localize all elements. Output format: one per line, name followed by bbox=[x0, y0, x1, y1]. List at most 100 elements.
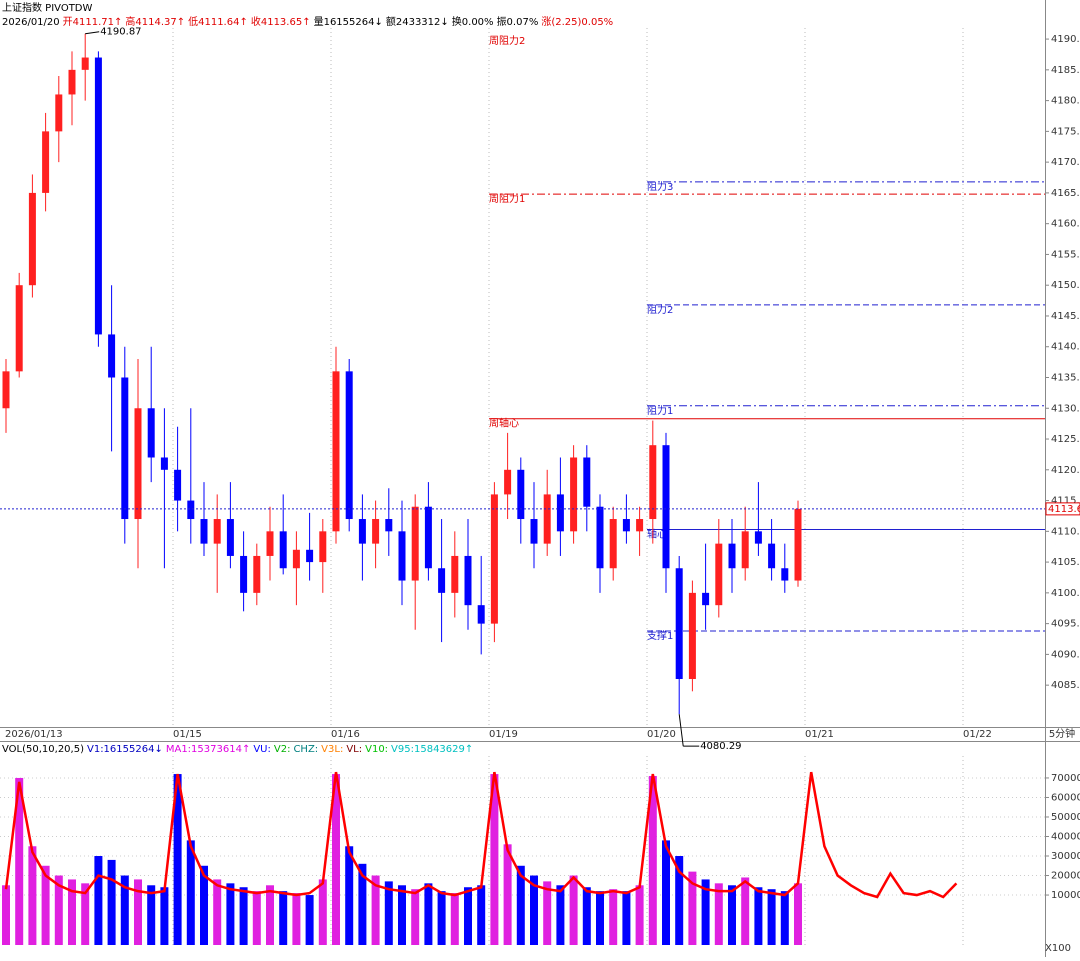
level-label: 支撑1 bbox=[647, 629, 673, 642]
volume-bar bbox=[411, 889, 420, 945]
candle-body bbox=[345, 371, 353, 520]
volume-bar bbox=[358, 863, 367, 945]
candle-body bbox=[583, 457, 591, 507]
level-label: 周阻力1 bbox=[489, 192, 525, 205]
info-item: MA1:15373614↑ bbox=[166, 744, 250, 755]
info-item: 开4111.71↑ bbox=[63, 17, 123, 28]
y-tick-label: 4135.0 bbox=[1051, 373, 1080, 384]
candle-body bbox=[622, 519, 630, 532]
info-item: 高4114.37↑ bbox=[125, 15, 185, 28]
candle-body bbox=[332, 371, 340, 532]
volume-bar bbox=[767, 889, 776, 945]
level-label: 阻力1 bbox=[647, 404, 673, 417]
volume-bar bbox=[213, 879, 222, 945]
volume-bar bbox=[675, 856, 684, 945]
info-item: VU: bbox=[253, 744, 271, 755]
info-item: 量16155264↓ bbox=[314, 16, 383, 28]
volume-bar bbox=[186, 840, 195, 945]
volume-bar bbox=[780, 891, 789, 945]
volume-bar bbox=[147, 885, 156, 945]
volume-bar bbox=[160, 887, 169, 945]
volume-bar bbox=[701, 879, 710, 945]
volume-bar bbox=[582, 887, 591, 945]
y-tick-label: 300000 bbox=[1051, 851, 1080, 862]
candle-body bbox=[662, 445, 670, 569]
volume-bar bbox=[173, 774, 182, 945]
candle-body bbox=[200, 519, 208, 544]
volume-bar bbox=[68, 879, 76, 945]
low-annotation: 4080.29 bbox=[700, 741, 741, 752]
candle-body bbox=[2, 371, 10, 409]
candle-body bbox=[781, 568, 789, 581]
volume-bar bbox=[490, 774, 499, 945]
last-price-box bbox=[1045, 502, 1080, 516]
unit-label: X100 bbox=[1045, 943, 1071, 954]
chart-title: 上证指数 PIVOTDW bbox=[2, 1, 93, 14]
info-item: CHZ: bbox=[293, 744, 318, 755]
volume-bar bbox=[107, 859, 116, 945]
candle-body bbox=[411, 506, 419, 581]
info-item: 收4113.65↑ bbox=[251, 15, 311, 28]
candle-body bbox=[754, 531, 762, 544]
info-item: V10: bbox=[365, 744, 388, 755]
candle-body bbox=[187, 500, 195, 520]
candle-body bbox=[570, 457, 578, 532]
volume-line bbox=[4, 771, 958, 899]
volume-bar bbox=[530, 875, 538, 945]
volume-bar bbox=[754, 887, 763, 945]
level-label: 周轴心 bbox=[489, 417, 519, 430]
candle-body bbox=[728, 543, 736, 569]
x-tick-label: 01/22 bbox=[963, 729, 992, 740]
volume-bar bbox=[556, 885, 565, 945]
y-tick-label: 4170.0 bbox=[1051, 157, 1080, 168]
y-tick-label: 4110.0 bbox=[1051, 526, 1080, 537]
volume-bar bbox=[424, 883, 433, 945]
level-label: 轴心 bbox=[647, 527, 667, 540]
volume-bar bbox=[252, 891, 261, 945]
volume-bar bbox=[477, 885, 486, 945]
level-label: 阻力2 bbox=[647, 303, 673, 316]
volume-bar bbox=[609, 889, 618, 945]
volume-bar bbox=[305, 895, 314, 945]
info-item: 换0.00% bbox=[452, 15, 494, 28]
candle-body bbox=[688, 592, 696, 680]
candle-body bbox=[15, 285, 23, 372]
period-label: 5分钟 bbox=[1049, 727, 1075, 740]
info-item: 涨(2.25)0.05% bbox=[541, 16, 613, 28]
volume-info-line: VOL(50,10,20,5) V1:16155264↓ MA1:15373614↑… bbox=[2, 744, 473, 755]
annotation-leader bbox=[678, 714, 684, 747]
candle-body bbox=[253, 555, 261, 593]
candle-body bbox=[464, 555, 472, 606]
y-tick-label: 400000 bbox=[1051, 831, 1080, 842]
candle-body bbox=[517, 469, 525, 520]
candle-body bbox=[504, 469, 512, 495]
candle-body bbox=[609, 519, 617, 569]
candle-body bbox=[226, 519, 234, 556]
candle-body bbox=[398, 531, 406, 581]
y-tick-label: 4125.0 bbox=[1051, 434, 1080, 445]
info-item: VOL(50,10,20,5) bbox=[2, 744, 84, 755]
info-item: 低4111.64↑ bbox=[188, 15, 248, 28]
volume-bar bbox=[450, 893, 459, 945]
volume-bar bbox=[794, 883, 802, 945]
volume-bar bbox=[384, 881, 393, 945]
last-price-label: 4113.6 bbox=[1048, 504, 1080, 515]
candle-body bbox=[81, 57, 89, 70]
y-tick-label: 4120.0 bbox=[1051, 465, 1080, 476]
candle-body bbox=[28, 192, 36, 286]
y-tick-label: 200000 bbox=[1051, 871, 1080, 882]
volume-bar bbox=[635, 885, 644, 945]
candle-body bbox=[385, 519, 393, 532]
candle-body bbox=[174, 469, 182, 501]
candle-body bbox=[424, 506, 432, 569]
candle-body bbox=[160, 457, 168, 470]
volume-bar bbox=[371, 875, 380, 945]
y-tick-label: 700000 bbox=[1051, 773, 1080, 784]
candle-body bbox=[702, 592, 710, 606]
candle-body bbox=[121, 377, 129, 520]
y-tick-label: 4180.0 bbox=[1051, 96, 1080, 107]
y-tick-label: 4095.0 bbox=[1051, 619, 1080, 630]
level-label: 周阻力2 bbox=[489, 34, 525, 47]
volume-bar bbox=[134, 879, 142, 945]
candle-body bbox=[715, 543, 723, 606]
